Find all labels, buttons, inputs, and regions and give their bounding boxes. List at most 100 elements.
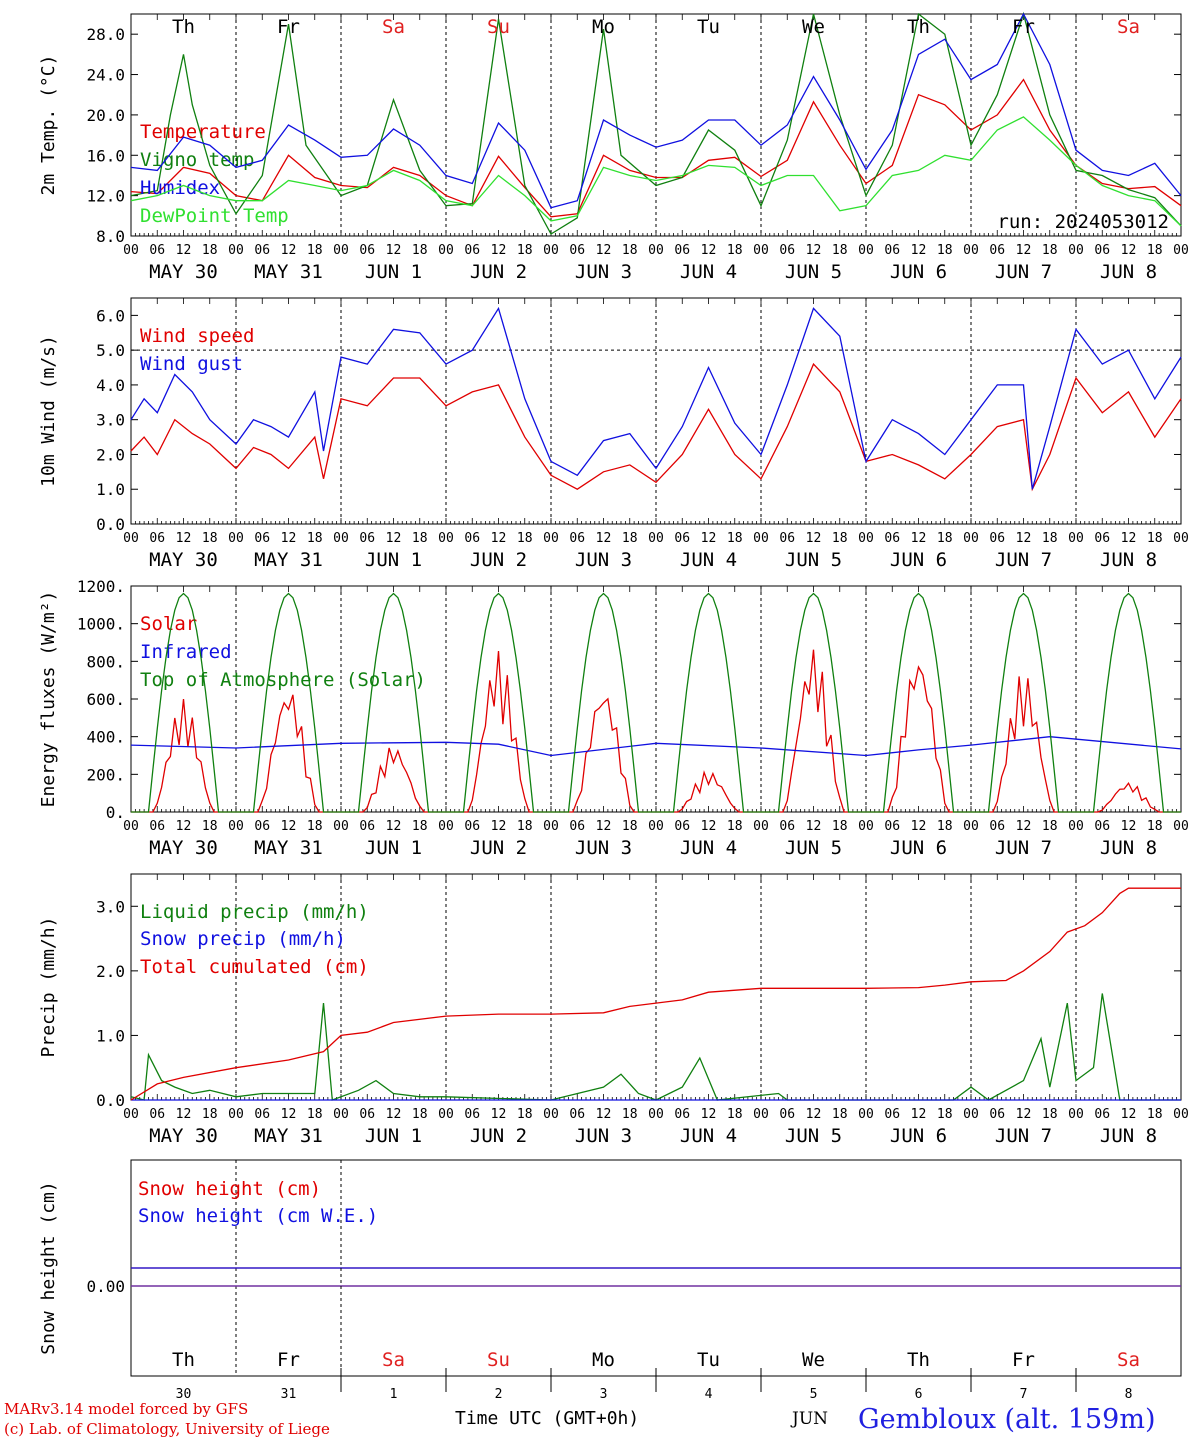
date-label: JUN 3 <box>575 261 632 283</box>
y-tick-label: 4.0 <box>96 376 125 395</box>
hour-label: 18 <box>622 531 638 546</box>
hour-label: 00 <box>438 243 454 258</box>
hour-label: 00 <box>333 819 349 834</box>
hour-label: 00 <box>123 819 139 834</box>
hour-label: 06 <box>359 243 375 258</box>
hour-label: 18 <box>307 1107 323 1122</box>
hour-label: 00 <box>333 531 349 546</box>
hour-label: 18 <box>202 819 218 834</box>
day-number-label: 30 <box>176 1387 192 1402</box>
series-line-wind-gust <box>130 306 1182 490</box>
hour-label: 18 <box>412 819 428 834</box>
day-number-label: 4 <box>705 1387 713 1402</box>
hour-label: 18 <box>832 819 848 834</box>
hour-label: 00 <box>228 1107 244 1122</box>
legend-entry: Temperature <box>140 121 266 143</box>
hour-label: 00 <box>1068 819 1084 834</box>
hour-label: 18 <box>202 1107 218 1122</box>
y-axis-label: Energy fluxes (W/m²) <box>38 591 59 808</box>
hour-label: 00 <box>648 531 664 546</box>
y-tick-label: 3.0 <box>96 411 125 430</box>
hour-label: 18 <box>517 531 533 546</box>
hour-label: 06 <box>674 819 690 834</box>
hour-label: 06 <box>569 1107 585 1122</box>
hour-label: 18 <box>1042 531 1058 546</box>
hour-label: 18 <box>202 531 218 546</box>
hour-label: 06 <box>149 1107 165 1122</box>
hour-label: 06 <box>674 531 690 546</box>
legend-entry: Wind gust <box>140 353 243 375</box>
hour-label: 12 <box>281 819 297 834</box>
hour-label: 12 <box>176 243 192 258</box>
hour-label: 00 <box>228 531 244 546</box>
date-label: JUN 1 <box>365 549 422 571</box>
legend-entry: Total cumulated (cm) <box>140 956 369 978</box>
hour-label: 00 <box>1068 531 1084 546</box>
hour-label: 18 <box>1147 243 1163 258</box>
hour-label: 06 <box>989 243 1005 258</box>
weekday-label: Fr <box>277 1349 300 1371</box>
hour-label: 18 <box>937 819 953 834</box>
date-label: JUN 5 <box>785 1125 842 1147</box>
day-number-label: 31 <box>281 1387 297 1402</box>
run-label: run: 2024053012 <box>997 211 1169 233</box>
x-axis-title: Time UTC (GMT+0h) <box>455 1408 639 1429</box>
hour-label: 12 <box>701 243 717 258</box>
hour-label: 12 <box>596 1107 612 1122</box>
date-label: MAY 30 <box>149 261 218 283</box>
day-number-label: 1 <box>390 1387 398 1402</box>
day-number-label: 6 <box>915 1387 923 1402</box>
hour-label: 00 <box>963 819 979 834</box>
hour-label: 12 <box>911 1107 927 1122</box>
hour-label: 18 <box>832 1107 848 1122</box>
legend-entry: DewPoint Temp <box>140 205 289 227</box>
y-tick-label: 24.0 <box>86 66 125 85</box>
hour-label: 18 <box>1042 1107 1058 1122</box>
day-number-label: 5 <box>810 1387 818 1402</box>
hour-label: 06 <box>254 531 270 546</box>
hour-label: 06 <box>1094 819 1110 834</box>
y-tick-label: 12.0 <box>86 187 125 206</box>
hour-label: 12 <box>1016 1107 1032 1122</box>
legend-entry: Snow precip (mm/h) <box>140 928 346 950</box>
weekday-label: Sa <box>382 16 405 38</box>
hour-label: 06 <box>1094 243 1110 258</box>
date-label: JUN 4 <box>680 549 737 571</box>
y-tick-label: 0.00 <box>86 1277 125 1296</box>
hour-label: 18 <box>937 531 953 546</box>
hour-label: 06 <box>884 243 900 258</box>
y-tick-label: 0.0 <box>96 1091 125 1110</box>
hour-label: 00 <box>753 243 769 258</box>
hour-label: 12 <box>596 531 612 546</box>
hour-label: 06 <box>464 1107 480 1122</box>
hour-label: 06 <box>989 819 1005 834</box>
date-label: JUN 7 <box>995 261 1052 283</box>
date-label: JUN 8 <box>1100 261 1157 283</box>
y-tick-label: 400. <box>86 728 125 747</box>
y-tick-label: 600. <box>86 690 125 709</box>
hour-label: 06 <box>674 1107 690 1122</box>
hour-label: 06 <box>779 531 795 546</box>
hour-label: 00 <box>753 531 769 546</box>
hour-label: 06 <box>359 1107 375 1122</box>
date-label: JUN 2 <box>470 1125 527 1147</box>
hour-label: 00 <box>963 531 979 546</box>
date-label: JUN 3 <box>575 1125 632 1147</box>
date-label: MAY 31 <box>254 1125 323 1147</box>
y-tick-label: 0.0 <box>96 515 125 534</box>
series-line-liquid-precip-mm-h- <box>130 993 1181 1101</box>
hour-label: 12 <box>176 819 192 834</box>
hour-label: 06 <box>464 531 480 546</box>
hour-label: 00 <box>333 1107 349 1122</box>
date-label: JUN 2 <box>470 549 527 571</box>
hour-label: 00 <box>648 243 664 258</box>
hour-label: 12 <box>176 1107 192 1122</box>
hour-label: 12 <box>701 531 717 546</box>
y-tick-label: 1200. <box>77 577 125 596</box>
date-label: JUN 1 <box>365 837 422 859</box>
date-label: JUN 1 <box>365 261 422 283</box>
weekday-label: Fr <box>1012 1349 1035 1371</box>
weekday-label: Tu <box>697 1349 720 1371</box>
legend-entry: Infrared <box>140 641 232 663</box>
